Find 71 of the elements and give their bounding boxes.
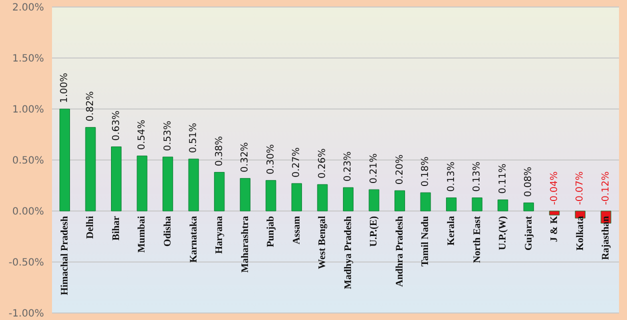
- data-label: 0.32%: [240, 142, 251, 172]
- bar: [368, 189, 380, 212]
- bar: [188, 158, 199, 212]
- data-label: 0.18%: [420, 156, 432, 187]
- x-tick-label: West Bengal: [317, 216, 328, 270]
- x-tick-label: Assam: [291, 215, 302, 244]
- y-tick-label: 2.00%: [12, 2, 44, 14]
- y-tick-label: 1.00%: [12, 104, 44, 116]
- data-label: 0.11%: [497, 164, 508, 194]
- x-tick-label: Haryana: [214, 216, 226, 254]
- x-tick-label: Odisha: [162, 216, 174, 247]
- data-label: 1.00%: [59, 72, 70, 103]
- x-tick-label: U.P.(E): [368, 216, 380, 247]
- data-label: 0.53%: [162, 120, 174, 151]
- data-label: 0.38%: [214, 136, 225, 166]
- bar: [85, 127, 96, 212]
- data-label: 0.20%: [394, 154, 406, 185]
- x-tick-label: Maharashtra: [240, 216, 251, 273]
- bar: [240, 178, 250, 212]
- x-tick-label: U.P.(W): [498, 216, 509, 250]
- x-tick-label: J & K: [549, 216, 560, 242]
- x-tick-label: Madhya Pradesh: [342, 216, 354, 290]
- x-tick-label: Kolkata: [574, 216, 586, 250]
- bar: [549, 210, 560, 216]
- data-label: 0.08%: [523, 166, 534, 197]
- x-tick-label: Punjab: [266, 216, 277, 248]
- x-tick-label: Tamil Nadu: [420, 216, 432, 266]
- x-tick-label: North East: [472, 215, 483, 263]
- data-label: 0.21%: [368, 153, 380, 184]
- data-label: 0.82%: [85, 91, 96, 122]
- y-tick-label: 0.00%: [12, 206, 44, 218]
- data-label: 0.13%: [472, 162, 483, 192]
- x-tick-label: Mumbai: [136, 216, 148, 253]
- data-label: 0.23%: [342, 151, 354, 182]
- bar: [342, 187, 354, 212]
- data-label: 0.63%: [110, 110, 122, 141]
- bar: [162, 156, 174, 212]
- bar: [291, 183, 302, 212]
- bar: [111, 146, 122, 212]
- bar: [266, 180, 276, 212]
- x-tick-label: Bihar: [110, 215, 122, 240]
- x-tick-label: Rajasthan: [600, 216, 612, 260]
- y-tick-label: 1.50%: [12, 54, 44, 65]
- y-tick-label: -0.50%: [8, 258, 44, 269]
- data-label: 0.54%: [136, 120, 148, 150]
- y-tick-label: -1.00%: [8, 308, 44, 320]
- data-label: -0.04%: [548, 171, 560, 205]
- data-label: 0.13%: [446, 162, 457, 192]
- bar: [59, 108, 70, 212]
- data-label: 0.51%: [188, 122, 200, 153]
- x-tick-label: Andhra Pradesh: [394, 216, 406, 287]
- x-tick-label: Gujarat: [523, 215, 534, 250]
- x-tick-label: Himachal Pradesh: [59, 216, 70, 296]
- data-label: 0.27%: [291, 147, 302, 178]
- bar: [317, 184, 328, 212]
- bar: [472, 197, 482, 212]
- bar: [214, 172, 225, 212]
- data-label: 0.26%: [316, 148, 328, 178]
- data-label: -0.07%: [574, 171, 586, 205]
- bar: [394, 190, 406, 212]
- x-tick-label: Karnataka: [188, 216, 200, 263]
- bar: [498, 200, 508, 212]
- x-tick-label: Delhi: [85, 216, 96, 239]
- bar: [420, 192, 431, 212]
- y-tick-label: 0.50%: [12, 156, 44, 167]
- data-label: 0.30%: [265, 144, 276, 174]
- bar: [446, 197, 457, 212]
- bar: [523, 202, 534, 212]
- bar: [136, 156, 148, 212]
- x-tick-label: Kerala: [446, 216, 457, 246]
- data-label: -0.12%: [600, 171, 612, 205]
